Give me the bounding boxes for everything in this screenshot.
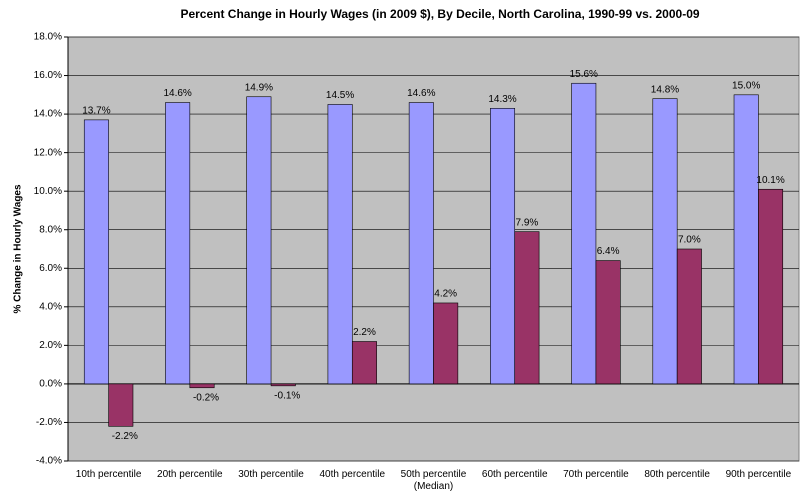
bar — [514, 231, 540, 385]
data-label: 14.3% — [488, 94, 516, 105]
y-tick-label: -4.0% — [36, 456, 62, 467]
x-tick-label: 30th percentile — [238, 469, 304, 480]
bar — [595, 260, 621, 385]
data-label: 14.6% — [407, 88, 435, 99]
x-tick-label: 50th percentile (Median) — [400, 469, 467, 492]
y-tick-label: 8.0% — [39, 224, 62, 235]
chart-title: Percent Change in Hourly Wages (in 2009 … — [180, 7, 699, 21]
y-tick-label: 0.0% — [39, 379, 62, 390]
y-tick-label: -2.0% — [36, 417, 62, 428]
y-tick-label: 2.0% — [39, 340, 62, 351]
x-tick-label: 70th percentile — [563, 469, 629, 480]
y-tick-label: 16.0% — [34, 70, 62, 81]
data-label: -0.2% — [193, 392, 219, 403]
y-tick-label: 6.0% — [39, 263, 62, 274]
bar — [189, 383, 215, 389]
bar — [108, 383, 134, 427]
x-tick-label: 10th percentile — [75, 469, 142, 480]
bar — [165, 102, 191, 385]
data-label: 7.0% — [678, 235, 701, 246]
y-tick-label: 12.0% — [34, 147, 62, 158]
x-tick-label: 40th percentile — [319, 469, 386, 480]
data-label: 10.1% — [756, 175, 784, 186]
bar — [327, 104, 353, 385]
data-label: 4.2% — [434, 289, 457, 300]
bar — [83, 119, 109, 385]
x-tick-label: 90th percentile — [725, 469, 792, 480]
data-label: 15.6% — [570, 69, 598, 80]
bar — [351, 341, 377, 385]
data-label: -2.2% — [112, 431, 138, 442]
bar — [246, 96, 272, 385]
bar — [676, 248, 702, 385]
x-tick-label: 80th percentile — [644, 469, 710, 480]
bar — [758, 188, 784, 385]
data-label: -0.1% — [274, 390, 300, 401]
data-label: 14.8% — [651, 84, 679, 95]
y-tick-label: 4.0% — [39, 301, 62, 312]
bar — [270, 383, 296, 387]
bar — [733, 94, 759, 385]
data-label: 13.7% — [82, 106, 110, 117]
bar — [652, 98, 678, 385]
data-label: 6.4% — [597, 246, 620, 257]
data-label: 14.5% — [326, 90, 354, 101]
data-label: 7.9% — [516, 217, 539, 228]
y-axis-label: % Change in Hourly Wages — [13, 184, 24, 314]
y-tick-label: 10.0% — [34, 186, 62, 197]
y-tick-label: 18.0% — [34, 32, 62, 43]
data-label: 14.9% — [245, 82, 273, 93]
data-label: 2.2% — [353, 327, 376, 338]
bar — [433, 302, 459, 385]
x-tick-label: 20th percentile — [157, 469, 223, 480]
x-tick-label: 60th percentile — [481, 469, 548, 480]
y-tick-label: 14.0% — [34, 109, 62, 120]
bar — [571, 82, 597, 385]
bar — [408, 102, 434, 385]
data-label: 15.0% — [732, 80, 760, 91]
data-label: 14.6% — [163, 88, 191, 99]
bar — [490, 108, 516, 385]
